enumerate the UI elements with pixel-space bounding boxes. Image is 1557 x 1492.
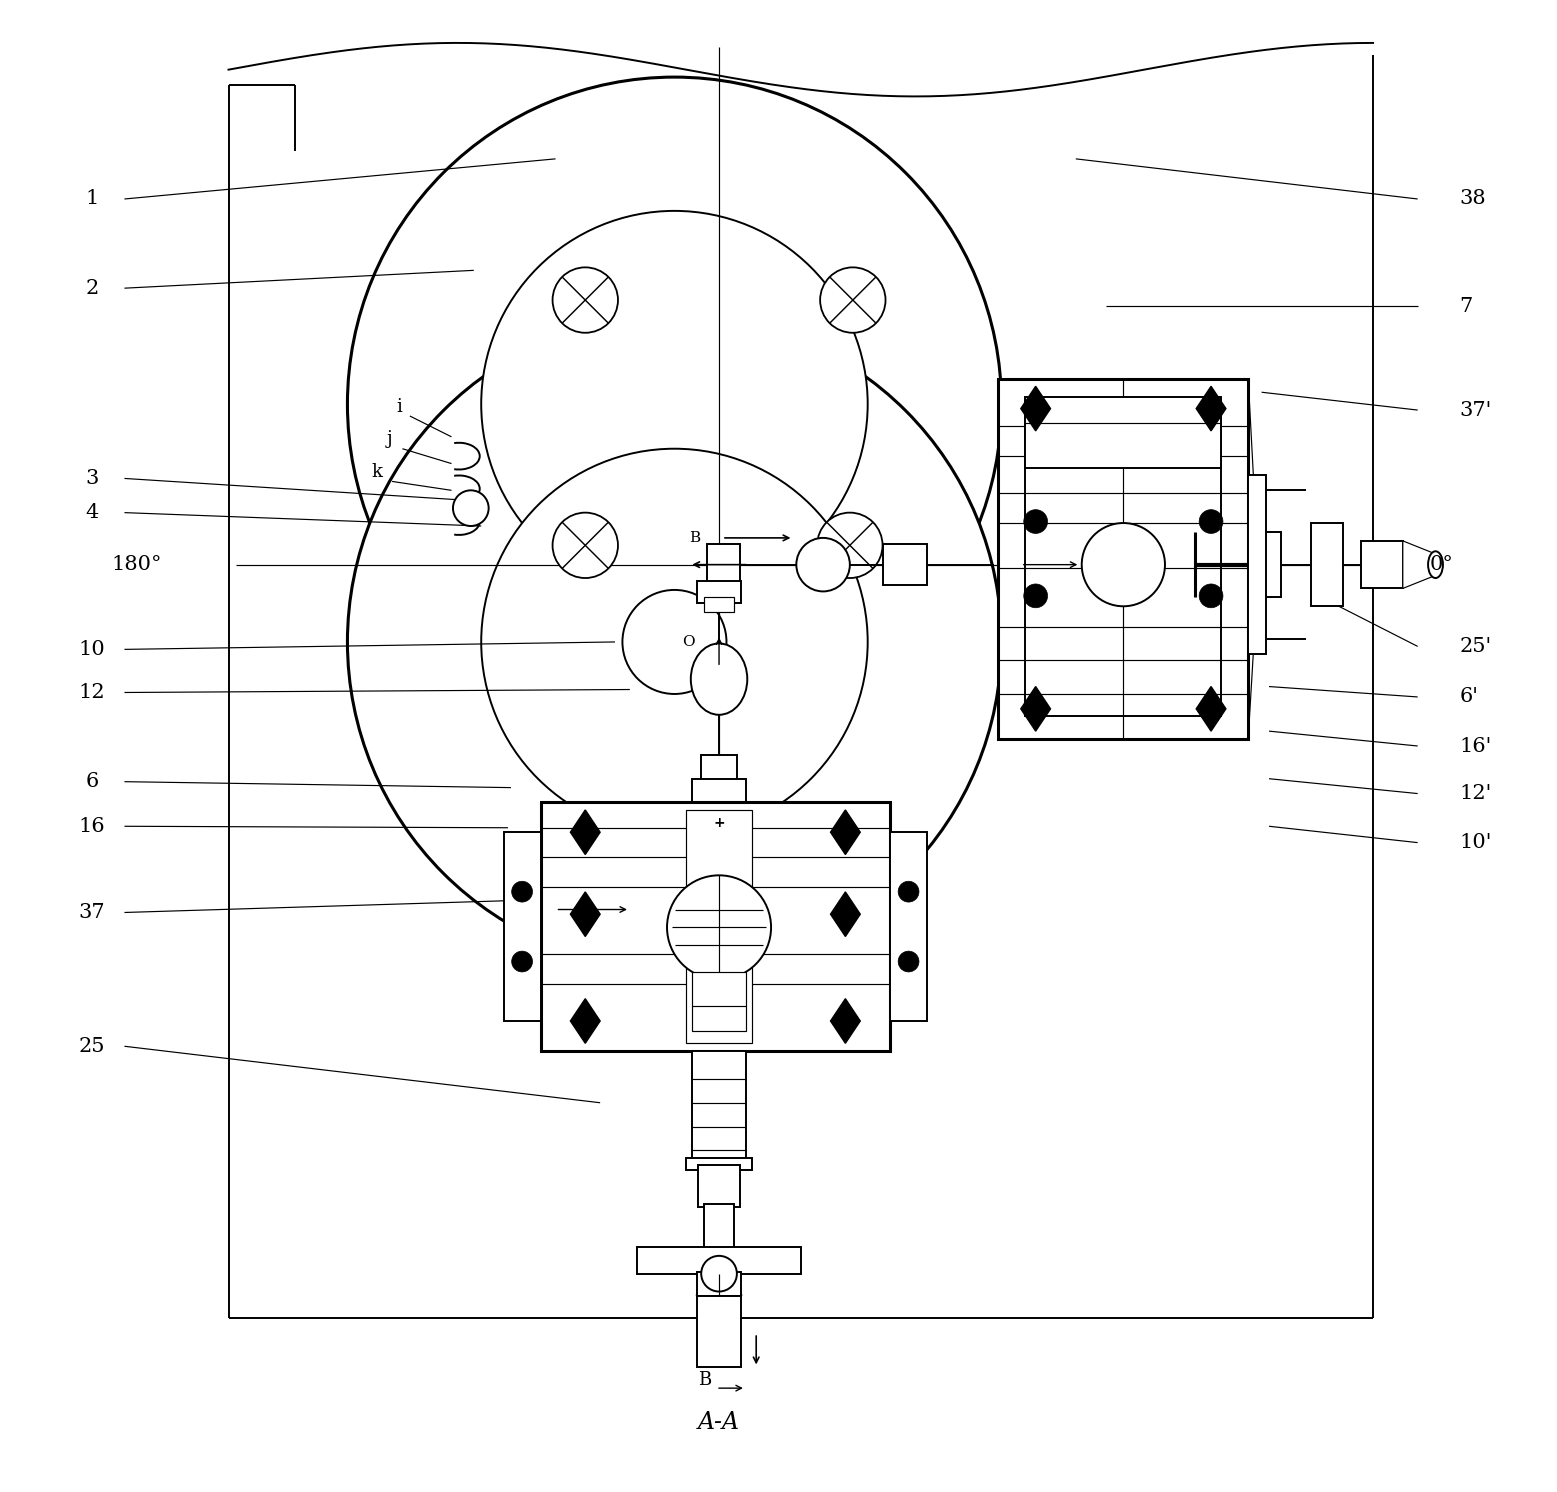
- Circle shape: [481, 449, 867, 836]
- Text: 12': 12': [1459, 785, 1492, 803]
- Circle shape: [553, 513, 618, 577]
- Text: 6': 6': [1459, 688, 1478, 706]
- Circle shape: [1199, 510, 1222, 534]
- Bar: [891, 833, 926, 1021]
- Circle shape: [453, 491, 489, 527]
- Bar: [693, 779, 746, 803]
- Text: A-A: A-A: [698, 1411, 740, 1434]
- Polygon shape: [570, 892, 599, 937]
- Bar: [693, 1050, 746, 1162]
- Bar: [998, 379, 1249, 739]
- Circle shape: [701, 1256, 736, 1292]
- Circle shape: [898, 882, 919, 903]
- Polygon shape: [1021, 386, 1051, 431]
- Ellipse shape: [1428, 551, 1443, 577]
- Polygon shape: [570, 810, 599, 855]
- Circle shape: [553, 267, 618, 333]
- Bar: [1361, 542, 1403, 588]
- Text: 10': 10': [1459, 833, 1492, 852]
- Circle shape: [512, 882, 532, 903]
- Text: 10: 10: [78, 640, 106, 659]
- Circle shape: [1082, 524, 1165, 606]
- Text: k: k: [372, 463, 383, 480]
- Circle shape: [796, 539, 850, 591]
- Bar: [701, 755, 736, 782]
- Text: 16': 16': [1459, 737, 1492, 755]
- Bar: [696, 1273, 741, 1297]
- Text: 2: 2: [86, 279, 98, 298]
- Bar: [687, 810, 752, 1043]
- Polygon shape: [830, 810, 861, 855]
- Bar: [503, 833, 540, 1021]
- Text: 38: 38: [1459, 189, 1485, 209]
- Polygon shape: [1196, 386, 1225, 431]
- Bar: [540, 803, 891, 1050]
- Circle shape: [347, 78, 1001, 731]
- Text: 1: 1: [86, 189, 98, 209]
- Circle shape: [481, 210, 867, 597]
- Circle shape: [898, 950, 919, 971]
- Circle shape: [817, 513, 883, 577]
- Text: 37': 37': [1459, 400, 1492, 419]
- Polygon shape: [570, 998, 599, 1043]
- Circle shape: [623, 589, 727, 694]
- Bar: [687, 1158, 752, 1170]
- Text: 25': 25': [1459, 637, 1492, 656]
- Text: 12: 12: [78, 683, 104, 703]
- Bar: [696, 580, 741, 603]
- Circle shape: [512, 950, 532, 971]
- Bar: [1311, 524, 1344, 606]
- Bar: [1025, 401, 1221, 716]
- Text: 0°: 0°: [1429, 555, 1453, 574]
- Text: O: O: [682, 636, 694, 649]
- Text: j: j: [386, 430, 392, 448]
- Circle shape: [1025, 510, 1048, 534]
- Circle shape: [347, 315, 1001, 968]
- Bar: [707, 545, 740, 585]
- Text: i: i: [397, 397, 402, 416]
- Bar: [1025, 397, 1221, 468]
- Text: 37: 37: [78, 903, 104, 922]
- Text: B: B: [690, 531, 701, 545]
- Polygon shape: [830, 998, 861, 1043]
- Ellipse shape: [691, 643, 747, 715]
- Text: 4: 4: [86, 503, 98, 522]
- Circle shape: [1199, 583, 1222, 607]
- Text: 25: 25: [78, 1037, 104, 1056]
- Text: +: +: [713, 816, 726, 830]
- Text: 16: 16: [78, 816, 104, 836]
- Text: 3: 3: [86, 468, 98, 488]
- Circle shape: [666, 876, 771, 979]
- Bar: [883, 545, 926, 585]
- Bar: [1253, 533, 1281, 597]
- Polygon shape: [1021, 686, 1051, 731]
- Bar: [704, 597, 733, 612]
- Text: B: B: [698, 1371, 712, 1389]
- Bar: [704, 1204, 733, 1252]
- Bar: [693, 971, 746, 1031]
- Bar: [696, 1297, 741, 1367]
- Text: 6: 6: [86, 773, 98, 791]
- Bar: [637, 1247, 800, 1274]
- Polygon shape: [830, 892, 861, 937]
- Circle shape: [821, 267, 886, 333]
- Bar: [1249, 476, 1266, 653]
- Bar: [698, 1165, 740, 1207]
- Polygon shape: [1196, 686, 1225, 731]
- Circle shape: [1025, 583, 1048, 607]
- Text: 7: 7: [1459, 297, 1473, 315]
- Text: 180°: 180°: [111, 555, 162, 574]
- Polygon shape: [1403, 542, 1432, 588]
